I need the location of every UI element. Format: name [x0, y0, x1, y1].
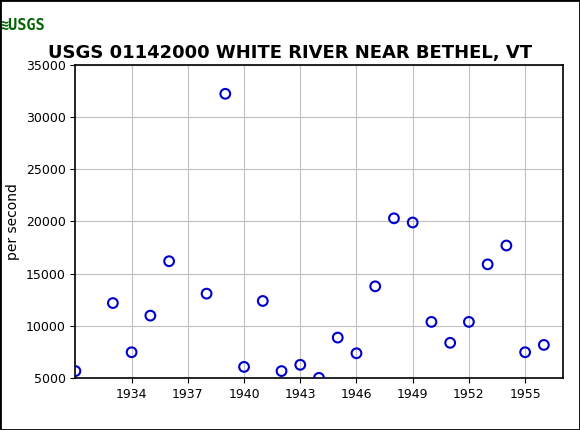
- Point: [165, 258, 174, 264]
- Point: [539, 341, 549, 348]
- Point: [389, 215, 398, 222]
- Point: [427, 319, 436, 326]
- Text: ╱USGS: ╱USGS: [23, 15, 82, 37]
- Point: [240, 363, 249, 370]
- Point: [483, 261, 492, 268]
- Point: [520, 349, 530, 356]
- Point: [146, 312, 155, 319]
- Point: [220, 90, 230, 97]
- Point: [464, 319, 473, 326]
- Point: [314, 375, 324, 381]
- Y-axis label: Annual Peak Streamflow, in cubic feet
per second: Annual Peak Streamflow, in cubic feet pe…: [0, 89, 20, 353]
- Point: [202, 290, 211, 297]
- Point: [352, 350, 361, 357]
- Point: [71, 368, 80, 375]
- Point: [127, 349, 136, 356]
- Point: [445, 339, 455, 346]
- Point: [408, 219, 418, 226]
- Point: [258, 298, 267, 304]
- Point: [277, 368, 286, 375]
- Point: [333, 334, 342, 341]
- Text: USGS 01142000 WHITE RIVER NEAR BETHEL, VT: USGS 01142000 WHITE RIVER NEAR BETHEL, V…: [48, 44, 532, 62]
- Point: [296, 361, 305, 368]
- FancyBboxPatch shape: [3, 5, 41, 46]
- Point: [371, 283, 380, 290]
- Point: [502, 242, 511, 249]
- Text: ≋USGS: ≋USGS: [0, 18, 45, 33]
- Point: [108, 300, 118, 307]
